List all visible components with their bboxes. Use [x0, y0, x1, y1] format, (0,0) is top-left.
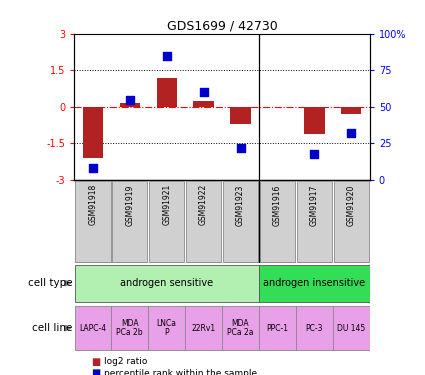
Bar [259, 306, 296, 350]
Text: 22Rv1: 22Rv1 [192, 324, 215, 333]
Bar [149, 181, 184, 262]
Bar [83, 107, 103, 158]
Bar [259, 265, 370, 302]
Text: DU 145: DU 145 [337, 324, 366, 333]
Bar [230, 107, 251, 124]
Text: LAPC-4: LAPC-4 [79, 324, 106, 333]
Bar [222, 306, 259, 350]
Bar [185, 306, 222, 350]
Bar [296, 306, 333, 350]
Text: ■: ■ [91, 357, 101, 367]
Point [163, 53, 170, 59]
Bar [74, 306, 111, 350]
Bar [119, 103, 140, 107]
Bar [186, 181, 221, 262]
Text: androgen sensitive: androgen sensitive [120, 278, 213, 288]
Text: GSM91919: GSM91919 [125, 184, 134, 225]
Bar [304, 107, 325, 134]
Text: ■: ■ [91, 368, 101, 375]
Bar [148, 306, 185, 350]
Point [311, 151, 318, 157]
Text: LNCa
P: LNCa P [157, 319, 177, 338]
Bar [333, 306, 370, 350]
Text: PC-3: PC-3 [306, 324, 323, 333]
Text: androgen insensitive: androgen insensitive [264, 278, 366, 288]
Bar [193, 101, 214, 107]
Bar [112, 181, 147, 262]
Bar [223, 181, 258, 262]
Point [237, 145, 244, 151]
Text: MDA
PCa 2a: MDA PCa 2a [227, 319, 254, 338]
Point [200, 89, 207, 95]
Title: GDS1699 / 42730: GDS1699 / 42730 [167, 20, 278, 33]
Bar [260, 181, 295, 262]
Bar [341, 107, 361, 114]
Text: MDA
PCa 2b: MDA PCa 2b [116, 319, 143, 338]
Bar [111, 306, 148, 350]
Text: cell type: cell type [28, 278, 72, 288]
Text: GSM91922: GSM91922 [199, 184, 208, 225]
Text: GSM91917: GSM91917 [310, 184, 319, 225]
Text: GSM91920: GSM91920 [347, 184, 356, 225]
Point [126, 97, 133, 103]
Bar [75, 181, 110, 262]
Point [89, 165, 96, 171]
Text: cell line: cell line [32, 323, 72, 333]
Text: log2 ratio: log2 ratio [104, 357, 147, 366]
Text: PPC-1: PPC-1 [266, 324, 289, 333]
Text: percentile rank within the sample: percentile rank within the sample [104, 369, 257, 375]
Text: GSM91916: GSM91916 [273, 184, 282, 225]
Text: GSM91918: GSM91918 [88, 184, 97, 225]
Text: GSM91921: GSM91921 [162, 184, 171, 225]
Point [348, 130, 355, 136]
Bar [156, 78, 177, 107]
Bar [297, 181, 332, 262]
Bar [74, 265, 259, 302]
Bar [334, 181, 369, 262]
Text: GSM91923: GSM91923 [236, 184, 245, 225]
